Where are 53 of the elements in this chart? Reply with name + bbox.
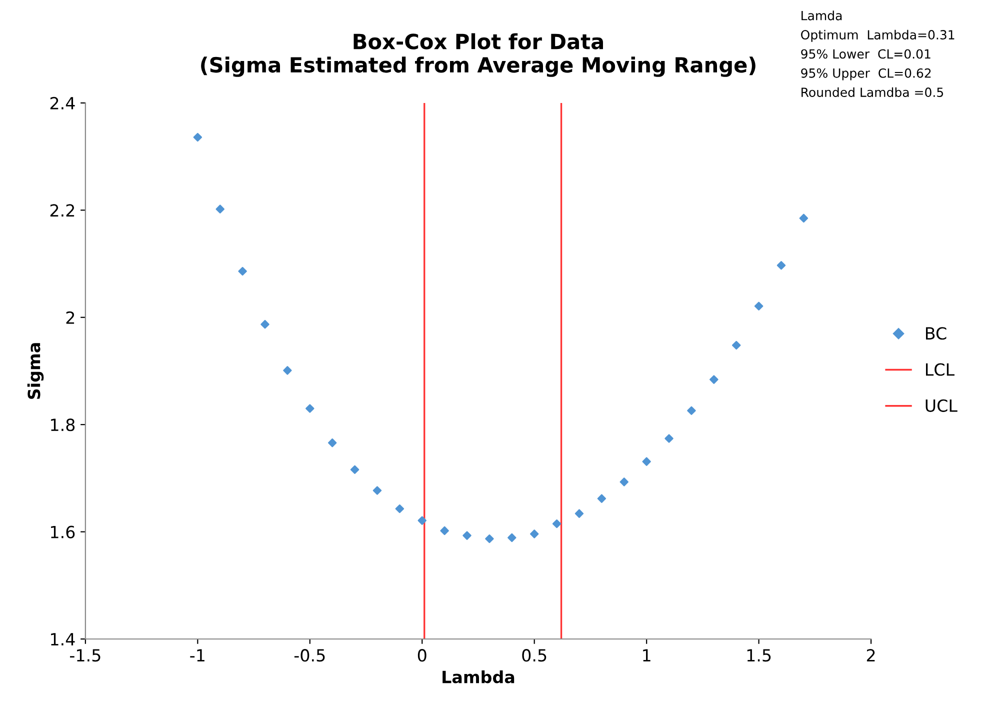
x-tick-label: 0: [418, 649, 426, 662]
legend-label: UCL: [926, 399, 958, 412]
y-tick-label: 2.4: [50, 96, 75, 110]
y-tick-label: 2.2: [50, 204, 74, 216]
point: [260, 320, 270, 329]
x-tick-label: -0.5: [294, 649, 325, 662]
x-axis-title: Lambda: [442, 670, 514, 684]
point: [216, 204, 224, 214]
point: [395, 504, 404, 514]
text: Optimum Lambda=0.31: [801, 30, 954, 42]
point: [776, 261, 786, 270]
point: [710, 375, 718, 384]
point: [418, 516, 426, 525]
point: [462, 531, 472, 540]
x-tick-label: 1.5: [747, 649, 771, 662]
text: Lamda: [802, 10, 842, 20]
point: [372, 486, 382, 495]
point: [238, 266, 247, 276]
point: [283, 366, 292, 375]
chart-title: Box-Cox Plot for Data (Sigma Estimated from Average Moving Range): [201, 33, 756, 77]
point: [508, 533, 516, 542]
point: [597, 494, 606, 503]
point: [620, 478, 628, 486]
legend-label: BC: [926, 327, 946, 340]
text: 95% Upper CL=0.62: [801, 68, 931, 80]
y-tick-label: 2: [66, 311, 74, 324]
point: [687, 406, 696, 416]
text: Rounded Lamdba =0.5: [802, 87, 944, 98]
text: 95% Lower CL=0.01: [801, 49, 930, 59]
point: [530, 530, 539, 538]
point: [754, 302, 764, 310]
y-axis-title: Sigma: [27, 343, 44, 399]
legend-label: LCL: [926, 363, 954, 376]
point: [328, 438, 337, 448]
x-tick-label: 1: [643, 649, 650, 662]
x-tick-label: -1.5: [70, 649, 100, 662]
x-tick-label: -1: [190, 649, 204, 662]
point: [574, 509, 584, 518]
y-tick-label: 1.8: [51, 418, 75, 432]
point: [306, 404, 314, 413]
point: [485, 534, 494, 544]
x-tick-label: 2: [866, 649, 875, 662]
point: [799, 214, 808, 223]
point: [193, 132, 202, 142]
x-tick-label: 0.5: [522, 649, 546, 662]
y-tick-label: 1.4: [51, 633, 75, 646]
point: [732, 340, 741, 350]
point: [664, 434, 674, 443]
point: [440, 526, 449, 536]
point: [350, 465, 360, 474]
y-tick-label: 1.6: [51, 526, 75, 538]
point: [552, 519, 562, 528]
point: [642, 457, 651, 466]
